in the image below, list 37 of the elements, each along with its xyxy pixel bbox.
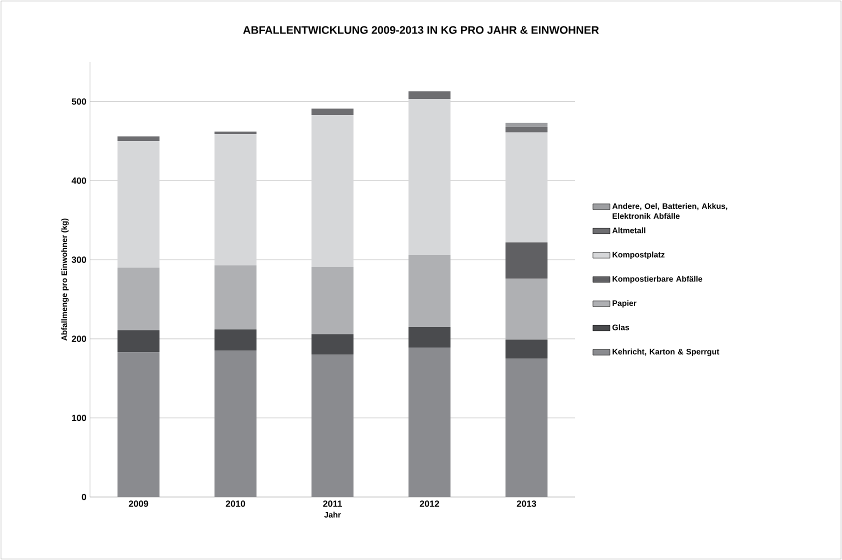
chart-title: ABFALLENTWICKLUNG 2009-2013 IN KG PRO JAHR & EINWOHNER: [243, 26, 599, 34]
bar: [214, 329, 257, 351]
x-tick-label: 2009: [128, 500, 148, 507]
x-tick-label: 2011: [323, 500, 342, 507]
bar: [312, 114, 354, 267]
bar: [118, 352, 160, 497]
bar: [312, 266, 354, 334]
bar: [118, 268, 160, 330]
bar: [408, 348, 451, 497]
bar: [408, 326, 451, 348]
x-tick-label: 2013: [516, 500, 536, 507]
y-tick-label: 100: [72, 414, 86, 422]
bar: [506, 278, 548, 340]
bar: [408, 254, 451, 327]
bar: [506, 122, 548, 127]
bar: [506, 358, 548, 497]
y-tick-label: 0: [82, 494, 86, 500]
bar: [118, 141, 160, 268]
bar: [312, 354, 354, 497]
bar: [312, 108, 354, 115]
bar: [118, 330, 160, 352]
y-tick-label: 500: [72, 98, 86, 105]
bar: [214, 134, 257, 266]
bar: [506, 242, 548, 279]
bar: [118, 136, 160, 142]
y-tick-label: 300: [72, 256, 86, 263]
bar: [408, 91, 451, 100]
y-tick-label: 400: [72, 177, 86, 184]
bar: [506, 132, 548, 242]
bar: [312, 334, 354, 355]
y-tick-label: 200: [72, 336, 86, 342]
bar: [506, 340, 548, 359]
bar: [214, 350, 257, 497]
x-tick-label: 2012: [420, 500, 440, 507]
bar: [214, 265, 257, 330]
x-tick-label: 2010: [226, 500, 246, 507]
bar: [506, 126, 548, 132]
